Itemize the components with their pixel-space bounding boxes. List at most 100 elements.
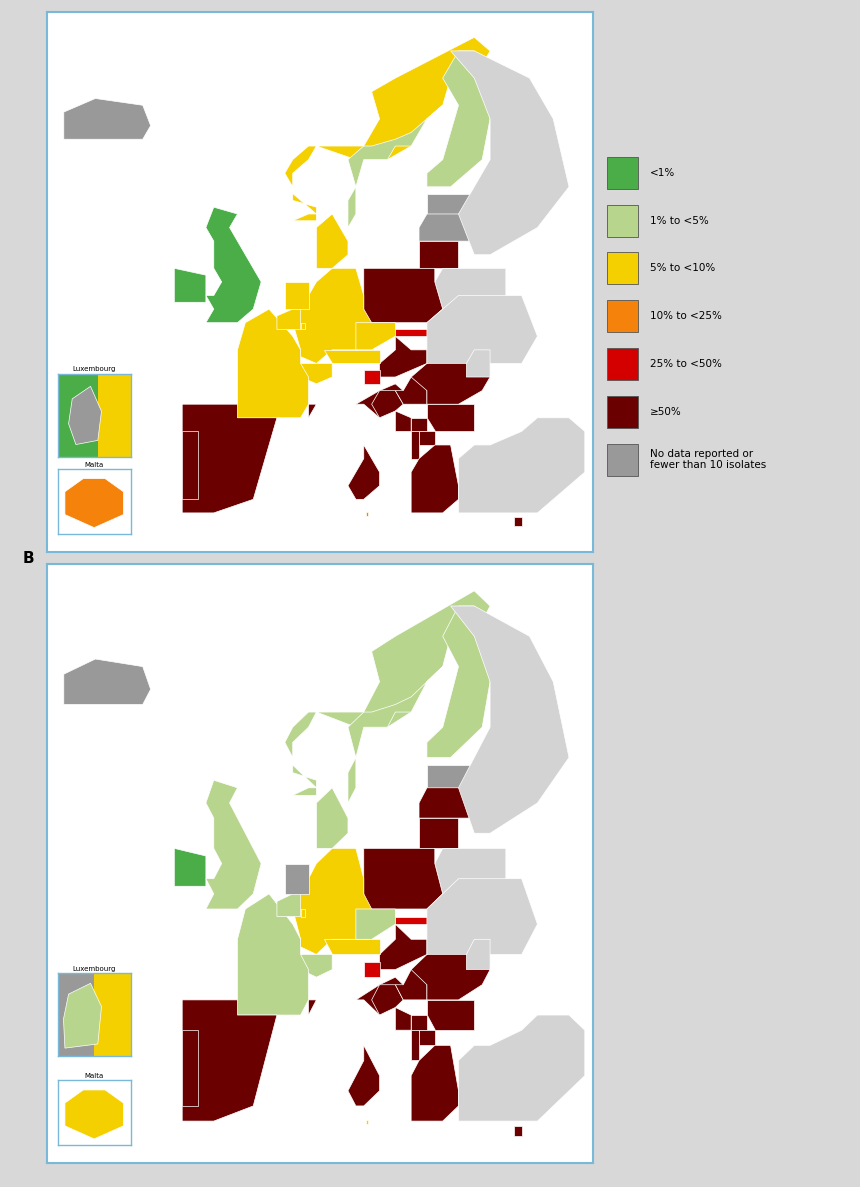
Polygon shape xyxy=(95,973,131,1056)
Polygon shape xyxy=(411,350,490,405)
Polygon shape xyxy=(411,431,419,458)
Text: <1%: <1% xyxy=(650,167,675,178)
Polygon shape xyxy=(372,391,403,418)
Polygon shape xyxy=(396,377,427,405)
Text: Malta: Malta xyxy=(84,1073,104,1079)
Polygon shape xyxy=(309,999,379,1106)
Polygon shape xyxy=(427,193,474,214)
Polygon shape xyxy=(206,780,261,909)
Polygon shape xyxy=(513,1125,522,1136)
Polygon shape xyxy=(396,970,427,999)
Polygon shape xyxy=(364,849,443,909)
Polygon shape xyxy=(427,607,490,757)
Polygon shape xyxy=(427,766,474,788)
Polygon shape xyxy=(64,983,101,1048)
Polygon shape xyxy=(301,323,304,330)
Polygon shape xyxy=(356,977,403,1015)
Polygon shape xyxy=(372,985,403,1015)
Polygon shape xyxy=(237,309,309,418)
Polygon shape xyxy=(64,659,150,704)
Polygon shape xyxy=(356,383,403,418)
Text: 5% to <10%: 5% to <10% xyxy=(650,264,716,273)
Polygon shape xyxy=(466,350,490,377)
Polygon shape xyxy=(324,939,379,954)
Polygon shape xyxy=(292,849,372,954)
Polygon shape xyxy=(419,214,474,241)
Text: B: B xyxy=(22,551,34,566)
Polygon shape xyxy=(324,350,379,363)
Polygon shape xyxy=(58,374,98,457)
Polygon shape xyxy=(396,916,427,925)
Polygon shape xyxy=(175,849,206,887)
Polygon shape xyxy=(419,1030,435,1046)
Polygon shape xyxy=(182,405,277,513)
Polygon shape xyxy=(98,374,131,457)
Polygon shape xyxy=(285,37,490,221)
Polygon shape xyxy=(513,518,522,527)
FancyBboxPatch shape xyxy=(607,395,638,427)
Polygon shape xyxy=(366,1119,368,1124)
Polygon shape xyxy=(175,268,206,303)
Polygon shape xyxy=(396,1008,411,1030)
Text: Luxembourg: Luxembourg xyxy=(72,367,116,373)
Text: 25% to <50%: 25% to <50% xyxy=(650,358,722,369)
Polygon shape xyxy=(285,864,309,894)
Polygon shape xyxy=(396,411,411,431)
Polygon shape xyxy=(182,999,277,1121)
Polygon shape xyxy=(285,591,490,795)
Polygon shape xyxy=(451,607,569,833)
Polygon shape xyxy=(458,1015,585,1121)
Polygon shape xyxy=(458,418,585,513)
Polygon shape xyxy=(411,939,490,999)
FancyBboxPatch shape xyxy=(607,300,638,332)
Polygon shape xyxy=(411,418,427,431)
Polygon shape xyxy=(427,296,538,363)
Polygon shape xyxy=(379,336,427,377)
Text: Malta: Malta xyxy=(84,462,104,468)
Polygon shape xyxy=(379,925,427,970)
Polygon shape xyxy=(427,999,474,1030)
Polygon shape xyxy=(366,512,368,515)
Polygon shape xyxy=(466,939,490,970)
Polygon shape xyxy=(277,894,301,916)
Text: ≥50%: ≥50% xyxy=(650,407,682,417)
Polygon shape xyxy=(411,1030,419,1060)
Polygon shape xyxy=(411,445,458,513)
Polygon shape xyxy=(301,954,332,977)
Polygon shape xyxy=(411,1046,458,1121)
Polygon shape xyxy=(435,268,506,309)
FancyBboxPatch shape xyxy=(607,204,638,236)
Polygon shape xyxy=(316,214,348,268)
Polygon shape xyxy=(356,909,396,939)
Polygon shape xyxy=(396,330,427,336)
Polygon shape xyxy=(292,268,372,363)
Polygon shape xyxy=(419,241,458,268)
Polygon shape xyxy=(316,788,348,849)
Polygon shape xyxy=(364,961,379,977)
Polygon shape xyxy=(427,51,490,186)
Text: Luxembourg: Luxembourg xyxy=(72,966,116,972)
Polygon shape xyxy=(65,1090,124,1140)
Polygon shape xyxy=(65,478,124,527)
Polygon shape xyxy=(182,1030,198,1106)
Polygon shape xyxy=(427,878,538,954)
Polygon shape xyxy=(182,431,198,500)
Polygon shape xyxy=(419,818,458,849)
Text: No data reported or
fewer than 10 isolates: No data reported or fewer than 10 isolat… xyxy=(650,449,766,470)
Polygon shape xyxy=(301,363,332,383)
Polygon shape xyxy=(348,667,443,826)
Polygon shape xyxy=(364,370,379,383)
Polygon shape xyxy=(309,405,379,500)
Text: 1% to <5%: 1% to <5% xyxy=(650,216,709,226)
Polygon shape xyxy=(69,387,101,445)
Polygon shape xyxy=(356,323,396,350)
Polygon shape xyxy=(301,909,304,916)
Polygon shape xyxy=(64,99,150,139)
Polygon shape xyxy=(419,431,435,445)
Polygon shape xyxy=(364,268,443,323)
Polygon shape xyxy=(58,973,95,1056)
Polygon shape xyxy=(451,51,569,255)
FancyBboxPatch shape xyxy=(607,157,638,189)
Text: 10% to <25%: 10% to <25% xyxy=(650,311,722,322)
Polygon shape xyxy=(348,106,443,248)
